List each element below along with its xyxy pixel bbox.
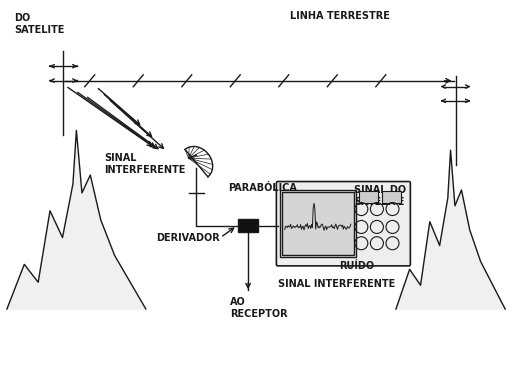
- Bar: [238, 219, 258, 232]
- FancyBboxPatch shape: [276, 181, 410, 266]
- Bar: [280, 190, 356, 258]
- Text: PARABÓLICA: PARABÓLICA: [228, 183, 297, 193]
- Text: RUÍDO: RUÍDO: [340, 261, 374, 272]
- Text: SINAL DO
SATÉLITE: SINAL DO SATÉLITE: [354, 185, 407, 206]
- Text: SINAL
INTERFERENTE: SINAL INTERFERENTE: [104, 153, 186, 175]
- Bar: [282, 192, 354, 255]
- Polygon shape: [7, 130, 146, 309]
- Text: SINAL INTERFERENTE: SINAL INTERFERENTE: [278, 279, 395, 289]
- Text: DERIVADOR: DERIVADOR: [156, 233, 219, 243]
- Polygon shape: [396, 150, 505, 309]
- Text: AO
RECEPTOR: AO RECEPTOR: [230, 297, 288, 319]
- Bar: [359, 191, 378, 202]
- Text: LINHA TERRESTRE: LINHA TERRESTRE: [290, 11, 389, 21]
- Bar: [382, 191, 401, 202]
- Text: DO
SATELITE: DO SATELITE: [14, 13, 64, 35]
